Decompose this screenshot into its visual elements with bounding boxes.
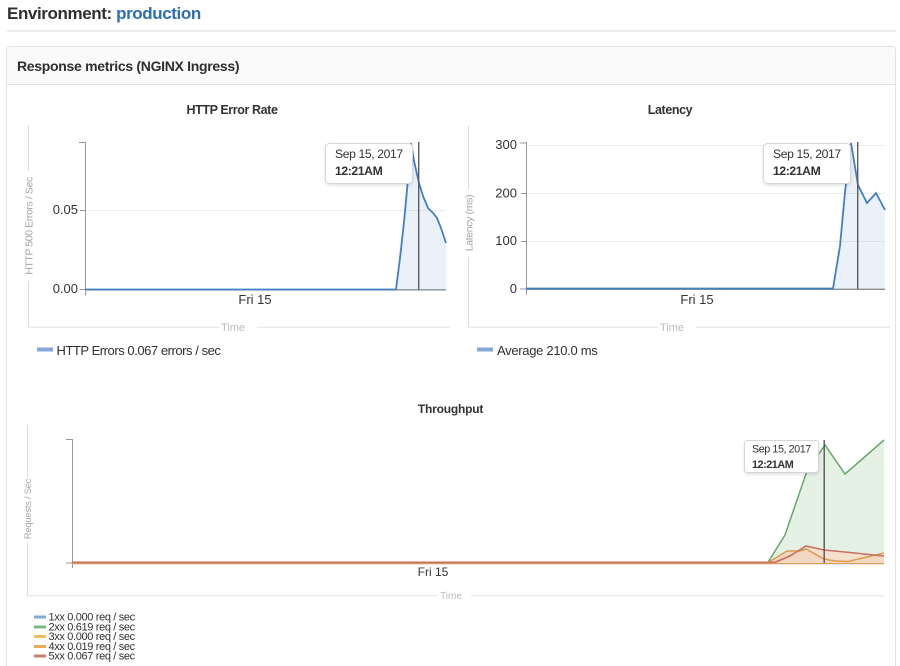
svg-text:Latency (ms): Latency (ms) — [463, 195, 475, 251]
svg-text:Time: Time — [660, 322, 684, 334]
svg-text:2xx 0.619 req / sec: 2xx 0.619 req / sec — [49, 622, 136, 634]
svg-text:Average 210.0 ms: Average 210.0 ms — [497, 343, 598, 358]
svg-text:Fri 15: Fri 15 — [680, 292, 713, 307]
svg-text:3xx 0.000 req / sec: 3xx 0.000 req / sec — [49, 631, 136, 643]
svg-text:HTTP Errors 0.067 errors / sec: HTTP Errors 0.067 errors / sec — [57, 343, 222, 358]
svg-text:1xx 0.000 req / sec: 1xx 0.000 req / sec — [49, 612, 136, 624]
svg-text:200: 200 — [495, 186, 517, 201]
svg-text:0.00: 0.00 — [53, 281, 78, 296]
svg-text:Sep 15, 2017: Sep 15, 2017 — [335, 147, 403, 161]
svg-text:12:21AM: 12:21AM — [773, 164, 821, 178]
svg-text:12:21AM: 12:21AM — [335, 164, 383, 178]
svg-text:Requests / Sec: Requests / Sec — [23, 478, 34, 539]
svg-text:5xx 0.067 req / sec: 5xx 0.067 req / sec — [49, 651, 136, 663]
svg-text:100: 100 — [495, 233, 517, 248]
svg-text:Fri 15: Fri 15 — [238, 292, 271, 307]
svg-text:300: 300 — [495, 137, 517, 152]
svg-text:Sep 15, 2017: Sep 15, 2017 — [773, 147, 841, 161]
svg-text:Latency: Latency — [648, 103, 693, 117]
svg-text:Sep 15, 2017: Sep 15, 2017 — [752, 444, 811, 456]
svg-text:0.05: 0.05 — [53, 202, 78, 217]
svg-text:4xx 0.019 req / sec: 4xx 0.019 req / sec — [49, 641, 136, 653]
svg-text:HTTP 500 Errors / Sec: HTTP 500 Errors / Sec — [23, 177, 35, 275]
svg-text:0: 0 — [510, 281, 517, 296]
svg-text:12:21AM: 12:21AM — [752, 459, 794, 471]
svg-text:Fri 15: Fri 15 — [418, 565, 449, 579]
svg-text:Throughput: Throughput — [418, 402, 484, 416]
svg-text:Time: Time — [440, 591, 462, 602]
svg-text:Environment: production: Environment: production — [7, 4, 201, 23]
svg-text:HTTP Error Rate: HTTP Error Rate — [186, 103, 277, 117]
svg-text:Time: Time — [221, 322, 245, 334]
